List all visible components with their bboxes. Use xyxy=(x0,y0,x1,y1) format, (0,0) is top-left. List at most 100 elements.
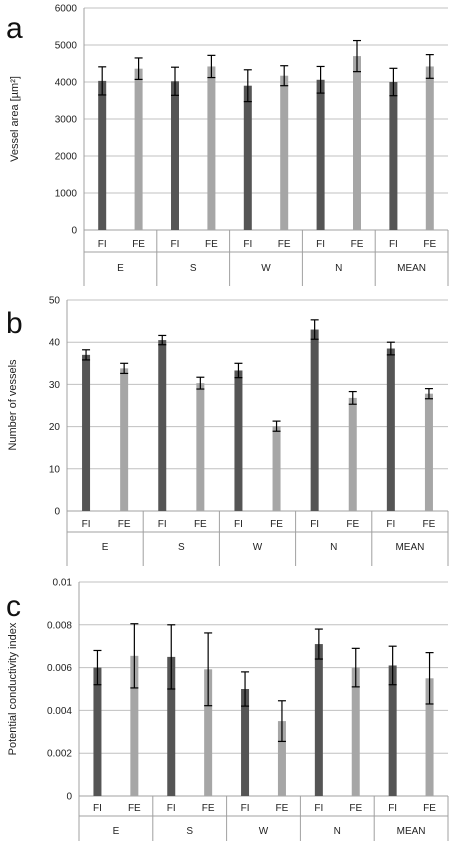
bar-s-fe xyxy=(207,66,216,231)
bar-w-fe xyxy=(272,426,281,511)
y-tick-label: 10 xyxy=(49,464,61,475)
group-label: MEAN xyxy=(397,826,426,837)
subcategory-label: FI xyxy=(388,803,397,814)
y-tick-label: 4000 xyxy=(55,78,78,89)
bar-e-fe xyxy=(120,368,129,511)
panel-label: a xyxy=(6,12,23,45)
group-label: N xyxy=(330,542,337,553)
bar-n-fe xyxy=(351,667,360,796)
bar-mean-fe xyxy=(425,66,434,231)
subcategory-label: FE xyxy=(132,239,145,250)
subcategory-label: FE xyxy=(128,803,141,814)
y-tick-label: 6000 xyxy=(55,4,78,15)
bar-e-fe xyxy=(134,68,143,231)
bar-e-fe xyxy=(130,655,139,796)
panel-label: c xyxy=(6,590,21,623)
bar-s-fi xyxy=(171,81,179,230)
y-tick-label: 30 xyxy=(49,380,61,391)
subcategory-label: FE xyxy=(202,803,215,814)
bar-n-fi xyxy=(310,329,319,511)
y-axis-label: Number of vessels xyxy=(7,359,19,451)
y-axis-label: Potential conductivity index xyxy=(7,622,19,755)
subcategory-label: FI xyxy=(171,239,180,250)
y-tick-label: 0.008 xyxy=(47,620,72,631)
group-label: S xyxy=(186,826,193,837)
subcategory-label: FE xyxy=(270,519,283,530)
bar-w-fe xyxy=(277,721,286,796)
bar-mean-fi xyxy=(389,82,398,230)
subcategory-label: FE xyxy=(276,803,289,814)
y-tick-label: 2000 xyxy=(55,152,78,163)
y-tick-label: 0.01 xyxy=(53,578,73,589)
subcategory-label: FI xyxy=(386,519,395,530)
subcategory-label: FE xyxy=(205,239,218,250)
group-label: MEAN xyxy=(395,542,424,553)
bar-e-fi xyxy=(82,354,91,511)
bar-s-fe xyxy=(196,383,205,511)
subcategory-label: FI xyxy=(243,239,252,250)
group-label: E xyxy=(117,263,124,274)
y-tick-label: 40 xyxy=(49,338,61,349)
y-tick-label: 50 xyxy=(49,296,61,307)
bar-e-fi xyxy=(93,667,102,796)
bar-w-fi xyxy=(243,85,252,230)
bar-e-fi xyxy=(98,80,107,230)
y-tick-label: 1000 xyxy=(55,189,78,200)
subcategory-label: FI xyxy=(82,519,91,530)
subcategory-label: FE xyxy=(423,803,436,814)
panel-c: c 0 0.002 0.004 0.006 0.008 0.01 Potential cond… xyxy=(6,578,449,841)
bar-n-fe xyxy=(348,397,357,511)
bar-n-fe xyxy=(353,56,361,230)
bar-mean-fi xyxy=(388,665,397,796)
subcategory-label: FI xyxy=(158,519,167,530)
y-tick-label: 20 xyxy=(49,422,61,433)
subcategory-label: FI xyxy=(316,239,325,250)
group-label: E xyxy=(113,826,120,837)
subcategory-label: FI xyxy=(93,803,102,814)
subcategory-label: FI xyxy=(167,803,176,814)
subcategory-label: FE xyxy=(346,519,359,530)
bar-s-fi xyxy=(158,340,167,511)
y-tick-label: 5000 xyxy=(55,41,78,52)
panel-a: a 0 1000 2000 3000 4000 5000 6000 Vessel area [µ… xyxy=(6,4,449,286)
bar-mean-fe xyxy=(424,393,433,511)
subcategory-label: FI xyxy=(310,519,319,530)
subcategory-label: FI xyxy=(389,239,398,250)
group-label: E xyxy=(102,542,109,553)
bar-w-fi xyxy=(234,370,243,511)
group-label: S xyxy=(178,542,185,553)
y-tick-label: 0 xyxy=(54,507,60,518)
subcategory-label: FI xyxy=(234,519,243,530)
bar-n-fi xyxy=(316,79,325,230)
bar-s-fi xyxy=(167,656,176,796)
y-tick-label: 0.004 xyxy=(47,706,72,717)
y-tick-label: 0.002 xyxy=(47,749,72,760)
subcategory-label: FE xyxy=(423,239,436,250)
subcategory-label: FI xyxy=(314,803,323,814)
subcategory-label: FE xyxy=(118,519,131,530)
subcategory-label: FE xyxy=(349,803,362,814)
group-label: S xyxy=(190,263,197,274)
subcategory-label: FE xyxy=(351,239,364,250)
subcategory-label: FI xyxy=(241,803,250,814)
y-tick-label: 0 xyxy=(66,792,72,803)
group-label: W xyxy=(259,826,269,837)
panel-label: b xyxy=(6,307,23,340)
y-tick-label: 0 xyxy=(71,226,77,237)
group-label: MEAN xyxy=(397,263,426,274)
subcategory-label: FI xyxy=(98,239,107,250)
panel-b: b 0 10 20 30 40 50 Number of vessels FI FE E FI FE S F… xyxy=(6,296,449,566)
group-label: N xyxy=(334,826,341,837)
bar-s-fe xyxy=(204,669,213,796)
bar-w-fe xyxy=(280,75,289,231)
y-tick-label: 0.006 xyxy=(47,663,72,674)
bar-w-fi xyxy=(241,689,250,796)
group-label: N xyxy=(335,263,342,274)
subcategory-label: FE xyxy=(278,239,291,250)
subcategory-label: FE xyxy=(423,519,436,530)
y-tick-label: 3000 xyxy=(55,115,78,126)
bar-n-fi xyxy=(314,644,323,796)
group-label: W xyxy=(261,263,271,274)
group-label: W xyxy=(253,542,263,553)
